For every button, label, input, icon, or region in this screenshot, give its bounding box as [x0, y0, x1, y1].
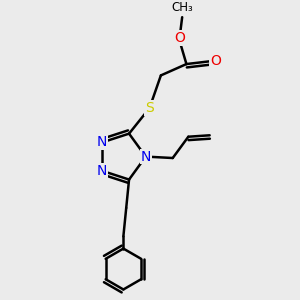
Text: N: N — [97, 164, 107, 178]
Text: N: N — [97, 135, 107, 149]
Text: CH₃: CH₃ — [171, 1, 193, 14]
Text: S: S — [145, 101, 154, 115]
Text: O: O — [174, 31, 185, 45]
Text: O: O — [210, 54, 221, 68]
Text: N: N — [141, 150, 151, 164]
